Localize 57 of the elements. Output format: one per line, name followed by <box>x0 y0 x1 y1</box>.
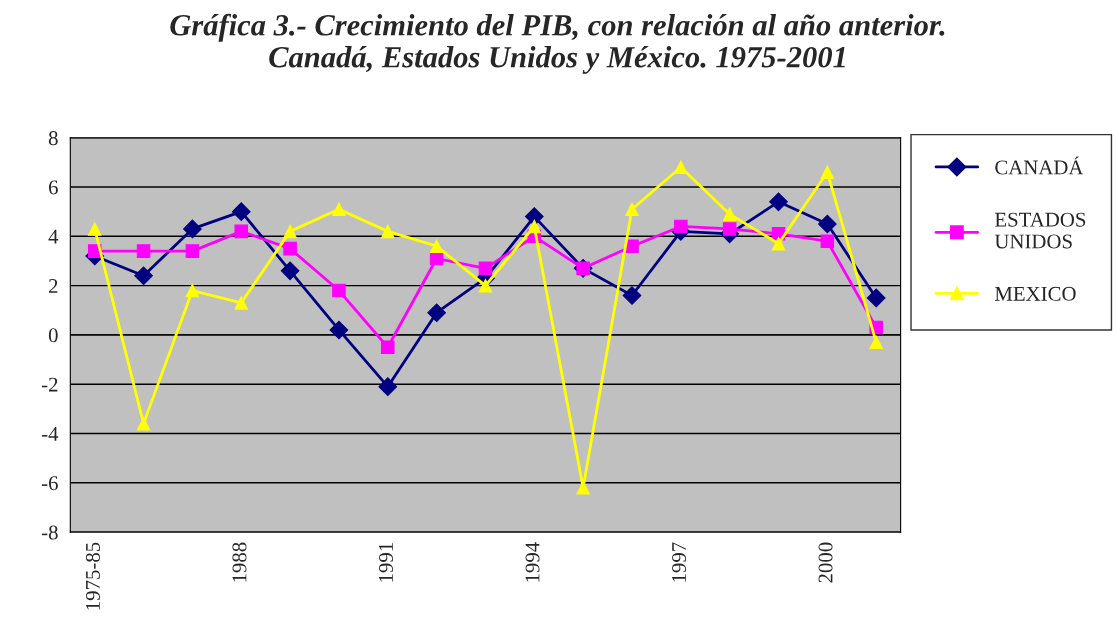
point <box>625 239 639 253</box>
point <box>332 283 346 298</box>
point <box>722 222 737 236</box>
point <box>769 192 788 212</box>
point <box>185 244 200 258</box>
point <box>283 241 297 256</box>
point <box>427 303 446 323</box>
x-tick-label: 1994 <box>525 542 540 582</box>
y-tick-label: 8 <box>48 131 58 146</box>
point <box>280 261 300 281</box>
point <box>817 214 837 234</box>
point <box>87 222 102 236</box>
y-tick-label: 4 <box>48 229 59 244</box>
point <box>674 160 688 175</box>
point <box>185 283 200 298</box>
point <box>329 320 349 340</box>
point <box>136 244 151 258</box>
point <box>478 278 493 293</box>
y-tick-label: -6 <box>41 476 58 491</box>
y-tick-label: -2 <box>41 377 58 392</box>
x-tick-label: 1997 <box>672 542 687 582</box>
x-tick-label: 1975-85 <box>85 542 100 610</box>
point <box>234 296 249 310</box>
chart-title: Gráfica 3.- Crecimiento del PIB, con relación al año anterior. Canadá, Estados Unidos y México. 1975-2001 <box>170 13 945 74</box>
x-tick-label: 1991 <box>378 543 393 582</box>
point <box>622 286 642 305</box>
point <box>332 202 346 216</box>
point <box>234 224 249 239</box>
point <box>378 377 398 397</box>
point <box>478 261 493 276</box>
point <box>381 340 395 354</box>
point <box>820 234 835 249</box>
point <box>134 266 153 286</box>
point <box>869 335 883 350</box>
point <box>674 219 688 234</box>
point <box>625 202 639 216</box>
legend-label: CANADÁ <box>995 156 1084 175</box>
point <box>527 219 542 234</box>
y-tick-label: 0 <box>48 328 58 343</box>
point <box>283 224 297 239</box>
point <box>771 236 786 251</box>
legend-label: ESTADOS UNIDOS <box>994 212 1086 249</box>
point <box>136 416 151 431</box>
y-tick-label: 6 <box>48 180 58 195</box>
x-tick-label: 2000 <box>818 542 833 583</box>
point <box>820 165 835 179</box>
point <box>866 288 886 308</box>
point <box>381 224 395 239</box>
y-tick-label: -8 <box>41 525 58 540</box>
point <box>722 207 737 221</box>
legend-label: MEXICO <box>994 286 1076 301</box>
point <box>183 219 202 239</box>
y-tick-label: 2 <box>49 279 58 293</box>
y-tick-label: -4 <box>41 427 59 441</box>
x-tick-label: 1988 <box>232 542 247 582</box>
point <box>429 239 444 253</box>
point <box>231 202 251 222</box>
